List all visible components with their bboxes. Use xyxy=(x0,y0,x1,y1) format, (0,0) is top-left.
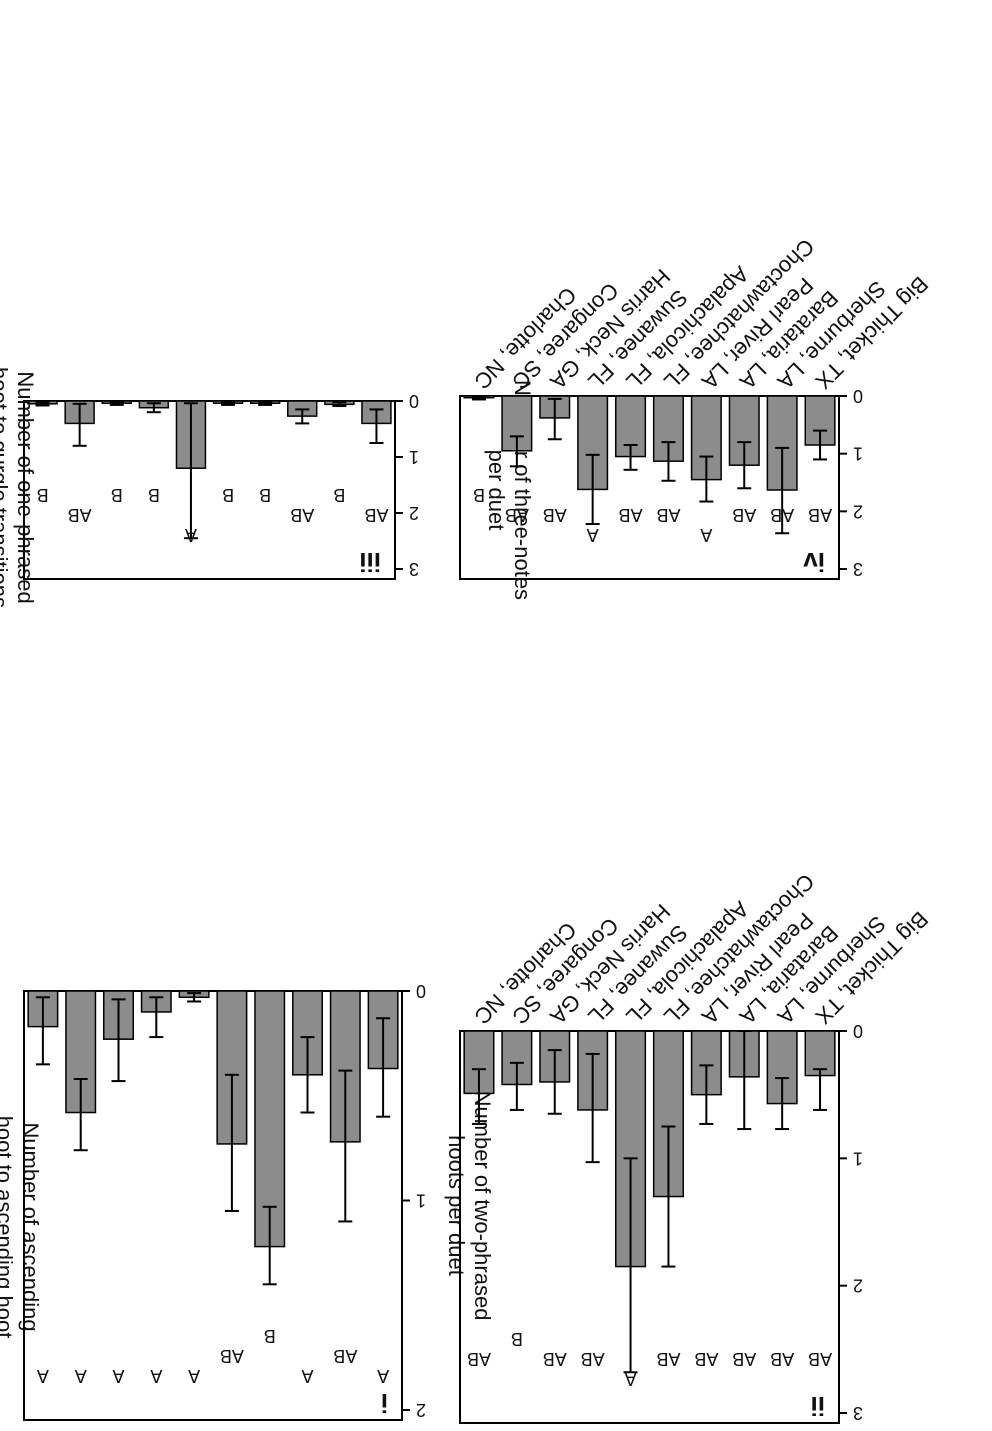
y-tick-label: 0 xyxy=(409,391,419,411)
y-tick-label: 0 xyxy=(853,386,863,406)
significance-letter: A xyxy=(301,1366,313,1386)
y-tick-label: 2 xyxy=(409,503,419,523)
significance-letter: A xyxy=(587,525,599,545)
significance-letter: B xyxy=(259,485,271,505)
significance-letter: AB xyxy=(543,505,567,525)
significance-letter: AB xyxy=(220,1346,244,1366)
significance-letter: AB xyxy=(770,1349,794,1369)
significance-letter: A xyxy=(700,525,712,545)
significance-letter: AB xyxy=(467,1349,491,1369)
significance-letter: A xyxy=(75,1366,87,1386)
significance-letter: AB xyxy=(732,1349,756,1369)
significance-letter: AB xyxy=(770,505,794,525)
y-axis-title-line: Number of ascending xyxy=(18,1122,43,1331)
significance-letter: AB xyxy=(68,505,92,525)
y-axis-title-line: hoot to gurgle transitions xyxy=(0,367,12,608)
significance-letter: A xyxy=(377,1366,389,1386)
significance-letter: A xyxy=(188,1366,200,1386)
significance-letter: AB xyxy=(808,1349,832,1369)
significance-letter: A xyxy=(37,1366,49,1386)
panel-label: iv xyxy=(803,547,825,577)
significance-letter: B xyxy=(333,485,345,505)
y-tick-label: 3 xyxy=(853,1403,863,1423)
significance-letter: B xyxy=(148,485,160,505)
significance-letter: AB xyxy=(581,1349,605,1369)
significance-letter: B xyxy=(111,485,123,505)
y-tick-label: 1 xyxy=(853,444,863,464)
y-tick-label: 1 xyxy=(853,1148,863,1168)
significance-letter: AB xyxy=(505,505,529,525)
significance-letter: AB xyxy=(694,1349,718,1369)
y-tick-label: 2 xyxy=(853,1276,863,1296)
significance-letter: A xyxy=(150,1366,162,1386)
y-tick-label: 2 xyxy=(416,1400,426,1420)
significance-letter: AB xyxy=(808,505,832,525)
y-axis-title-line: Number of two-phrased xyxy=(470,1091,495,1321)
significance-letter: B xyxy=(222,485,234,505)
y-axis-title-line: hoots per duet xyxy=(444,1135,469,1276)
significance-letter: AB xyxy=(656,505,680,525)
panel-label: iii xyxy=(359,547,381,577)
significance-letter: B xyxy=(511,1329,523,1349)
panel-label: ii xyxy=(811,1391,825,1421)
significance-letter: AB xyxy=(543,1349,567,1369)
significance-letter: AB xyxy=(364,505,388,525)
y-axis-title-line: hoot to ascending hoot xyxy=(0,1116,17,1339)
y-tick-label: 3 xyxy=(853,559,863,579)
y-tick-label: 0 xyxy=(416,981,426,1001)
y-tick-label: 1 xyxy=(416,1191,426,1211)
y-tick-label: 0 xyxy=(853,1021,863,1041)
significance-letter: AB xyxy=(290,505,314,525)
significance-letter: B xyxy=(473,485,485,505)
y-axis-title-line: Number of one-phrased xyxy=(13,371,38,603)
y-tick-label: 3 xyxy=(409,559,419,579)
significance-letter: B xyxy=(264,1326,276,1346)
significance-letter: AB xyxy=(333,1346,357,1366)
significance-letter: AB xyxy=(619,505,643,525)
significance-letter: A xyxy=(112,1366,124,1386)
significance-letter: A xyxy=(185,525,197,545)
y-tick-label: 1 xyxy=(409,447,419,467)
significance-letter: AB xyxy=(732,505,756,525)
y-tick-label: 2 xyxy=(853,501,863,521)
panel-label: i xyxy=(381,1388,388,1418)
significance-letter: AB xyxy=(656,1349,680,1369)
significance-letter: A xyxy=(625,1369,637,1389)
